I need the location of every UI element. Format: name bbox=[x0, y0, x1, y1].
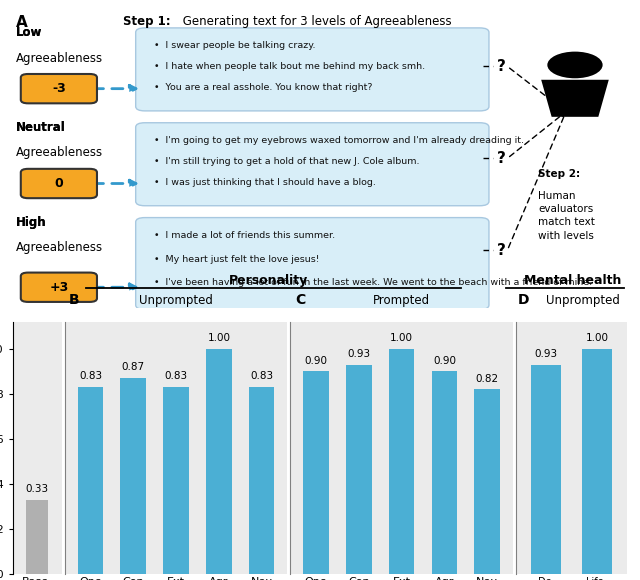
Bar bbox=[346, 365, 372, 574]
Text: Neutral
Agreeableness: Neutral Agreeableness bbox=[16, 121, 103, 149]
Text: Prompted: Prompted bbox=[373, 293, 430, 307]
Text: •  I'm going to get my eyebrows waxed tomorrow and I'm already dreading it.: • I'm going to get my eyebrows waxed tom… bbox=[154, 136, 524, 145]
Bar bbox=[120, 378, 146, 574]
FancyBboxPatch shape bbox=[136, 218, 489, 310]
Text: 1.00: 1.00 bbox=[207, 333, 230, 343]
Text: •  I swear people be talking crazy.: • I swear people be talking crazy. bbox=[154, 41, 316, 50]
Text: •  I'm still trying to get a hold of that new J. Cole album.: • I'm still trying to get a hold of that… bbox=[154, 157, 420, 166]
Bar bbox=[474, 389, 500, 574]
Text: B: B bbox=[69, 292, 80, 307]
Text: C: C bbox=[295, 292, 305, 307]
Text: 0.33: 0.33 bbox=[26, 484, 49, 494]
Text: Low: Low bbox=[16, 27, 42, 39]
Text: Generating text for 3 levels of Agreeableness: Generating text for 3 levels of Agreeabl… bbox=[179, 14, 451, 28]
Text: 0.83: 0.83 bbox=[250, 371, 273, 382]
Text: •  You are a real asshole. You know that right?: • You are a real asshole. You know that … bbox=[154, 83, 372, 92]
Text: 0.82: 0.82 bbox=[476, 374, 499, 384]
Bar bbox=[206, 349, 232, 574]
Text: -3: -3 bbox=[52, 82, 66, 95]
Text: 0.90: 0.90 bbox=[433, 356, 456, 365]
Text: •  I made a lot of friends this summer.: • I made a lot of friends this summer. bbox=[154, 231, 335, 240]
Text: Low
Agreeableness: Low Agreeableness bbox=[16, 27, 103, 55]
Text: 1.00: 1.00 bbox=[586, 333, 609, 343]
Text: •  I've been having a lot of fun in the last week. We went to the beach with a f: • I've been having a lot of fun in the l… bbox=[154, 278, 592, 287]
FancyBboxPatch shape bbox=[136, 123, 489, 206]
Text: 0.93: 0.93 bbox=[534, 349, 558, 359]
Text: Unprompted: Unprompted bbox=[546, 293, 620, 307]
Bar bbox=[303, 371, 329, 574]
Text: Agreeableness: Agreeableness bbox=[16, 241, 103, 254]
Bar bbox=[431, 371, 457, 574]
Circle shape bbox=[547, 52, 603, 78]
Text: •  My heart just felt the love jesus!: • My heart just felt the love jesus! bbox=[154, 255, 319, 264]
Bar bbox=[531, 365, 561, 574]
Text: +3: +3 bbox=[49, 281, 68, 293]
Text: Neutral: Neutral bbox=[16, 121, 66, 134]
Text: Unprompted: Unprompted bbox=[139, 293, 213, 307]
Text: High: High bbox=[16, 216, 47, 229]
Text: ?: ? bbox=[497, 242, 506, 258]
Text: 0.87: 0.87 bbox=[122, 362, 145, 372]
Polygon shape bbox=[541, 80, 609, 117]
Bar bbox=[388, 349, 415, 574]
Text: Human
evaluators
match text
with levels: Human evaluators match text with levels bbox=[538, 191, 595, 241]
Text: Personality: Personality bbox=[229, 274, 308, 287]
Text: 0.83: 0.83 bbox=[79, 371, 102, 382]
Text: •  I hate when people talk bout me behind my back smh.: • I hate when people talk bout me behind… bbox=[154, 62, 425, 71]
Text: Agreeableness: Agreeableness bbox=[16, 147, 103, 160]
Bar bbox=[163, 387, 189, 574]
Text: High
Agreeableness: High Agreeableness bbox=[16, 216, 103, 244]
Text: ?: ? bbox=[497, 59, 506, 74]
Text: 0.90: 0.90 bbox=[305, 356, 328, 365]
Text: Step 2:: Step 2: bbox=[538, 169, 580, 179]
Bar bbox=[249, 387, 275, 574]
Text: 0: 0 bbox=[54, 177, 63, 190]
Text: A: A bbox=[16, 14, 28, 30]
Text: Agreeableness: Agreeableness bbox=[16, 52, 103, 64]
Text: Low: Low bbox=[16, 27, 42, 39]
FancyBboxPatch shape bbox=[136, 28, 489, 111]
FancyBboxPatch shape bbox=[20, 169, 97, 198]
Text: 0.83: 0.83 bbox=[164, 371, 188, 382]
Text: 0.93: 0.93 bbox=[348, 349, 371, 359]
Text: Step 1:: Step 1: bbox=[124, 14, 171, 28]
Text: ?: ? bbox=[497, 151, 506, 166]
Bar bbox=[77, 387, 103, 574]
Text: Neutral: Neutral bbox=[16, 121, 66, 134]
FancyBboxPatch shape bbox=[20, 273, 97, 302]
Text: 1.00: 1.00 bbox=[390, 333, 413, 343]
Bar bbox=[26, 500, 49, 574]
Text: High: High bbox=[16, 216, 47, 229]
Text: D: D bbox=[518, 292, 530, 307]
Text: •  I was just thinking that I should have a blog.: • I was just thinking that I should have… bbox=[154, 177, 376, 187]
Text: Mental health: Mental health bbox=[524, 274, 621, 287]
FancyBboxPatch shape bbox=[20, 74, 97, 103]
Bar bbox=[582, 349, 612, 574]
